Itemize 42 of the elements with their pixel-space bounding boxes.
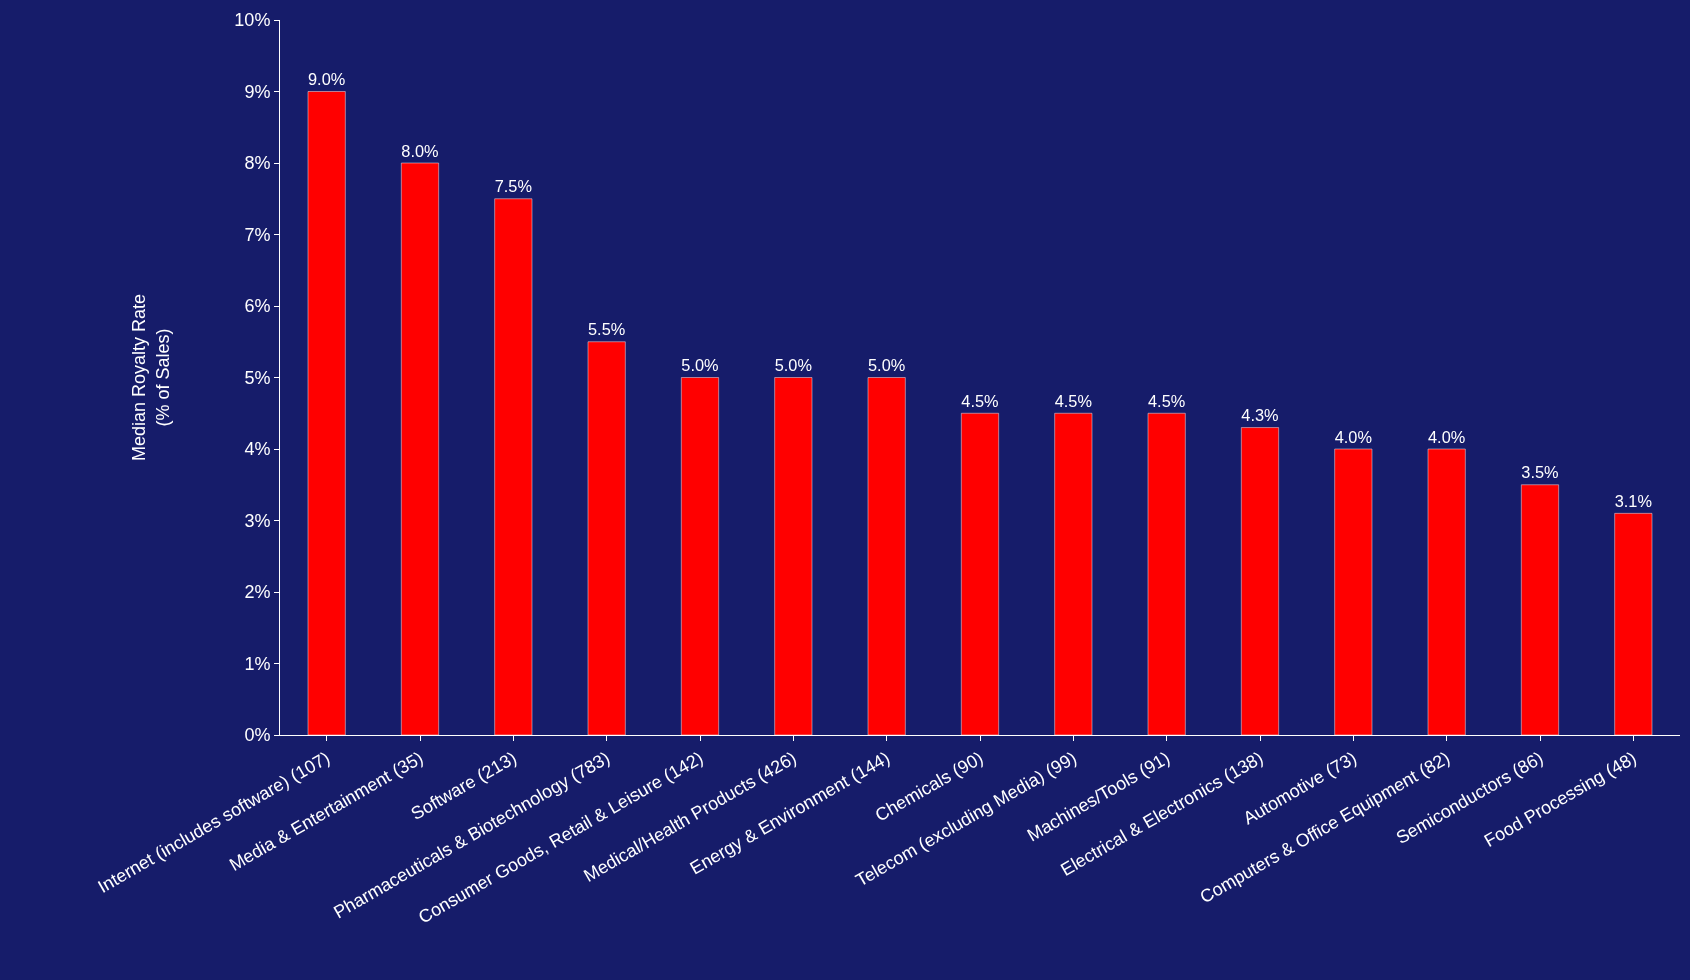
data-label: 9.0% <box>308 70 346 89</box>
bar <box>1054 413 1093 735</box>
bar <box>867 377 906 735</box>
bar <box>774 377 813 735</box>
y-tick-label: 2% <box>244 582 271 603</box>
data-label: 5.5% <box>588 320 626 339</box>
y-tick-label: 5% <box>244 367 271 388</box>
bar <box>961 413 999 735</box>
data-label: 5.0% <box>681 356 719 375</box>
data-label: 5.0% <box>774 356 812 375</box>
bar <box>587 341 626 735</box>
y-tick-label: 6% <box>244 296 271 317</box>
data-label: 4.0% <box>1428 427 1466 446</box>
y-tick-label: 8% <box>244 153 271 174</box>
data-label: 4.5% <box>961 391 999 410</box>
bar <box>1147 413 1186 735</box>
bar <box>1427 448 1466 735</box>
bar <box>1521 484 1559 735</box>
data-label: 5.0% <box>868 356 906 375</box>
bar <box>307 91 346 735</box>
data-label: 4.5% <box>1148 391 1186 410</box>
y-tick-label: 1% <box>244 653 271 674</box>
data-label: 4.0% <box>1334 427 1372 446</box>
data-label: 3.1% <box>1614 491 1652 510</box>
y-tick-label: 9% <box>244 81 271 102</box>
bar <box>401 162 439 735</box>
data-label: 7.5% <box>494 177 532 196</box>
bar <box>681 377 719 735</box>
data-label: 4.5% <box>1054 391 1092 410</box>
data-label: 3.5% <box>1521 463 1559 482</box>
bar <box>1614 513 1653 735</box>
y-tick-label: 4% <box>244 439 271 460</box>
y-tick-label: 3% <box>244 510 271 531</box>
y-tick-label: 7% <box>244 224 271 245</box>
y-axis-title: Median Royalty Rate (% of Sales) <box>129 293 173 462</box>
bar <box>494 198 533 735</box>
y-tick-label: 10% <box>234 10 271 31</box>
y-tick-label: 0% <box>244 725 271 746</box>
data-label: 8.0% <box>401 141 439 160</box>
data-label: 4.3% <box>1241 406 1279 425</box>
bar <box>1241 427 1279 735</box>
bar <box>1334 448 1373 735</box>
